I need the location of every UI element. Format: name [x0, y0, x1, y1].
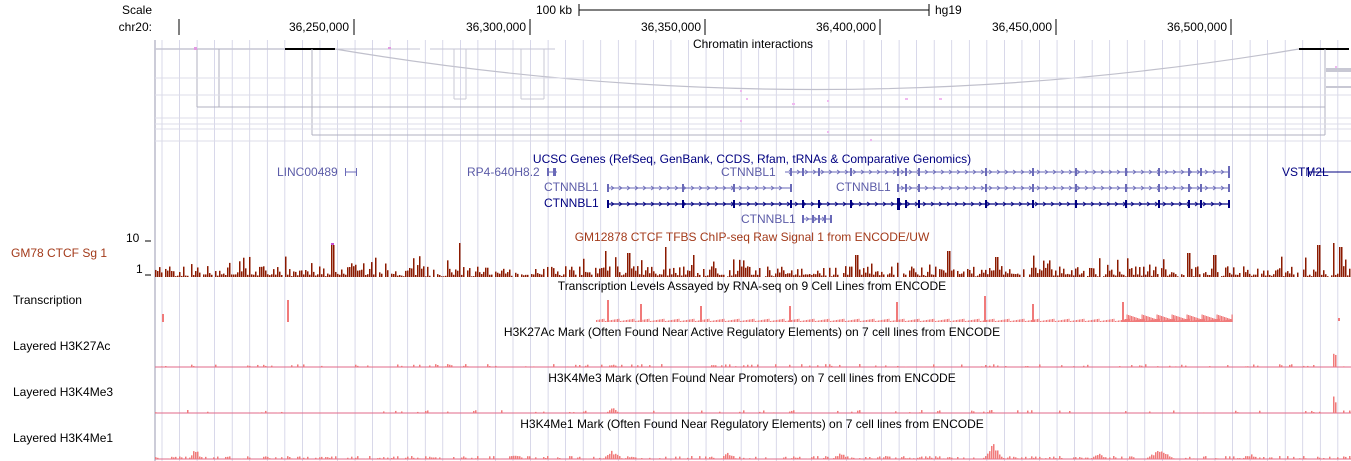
ctcf-ymin-label: 1 [136, 262, 143, 276]
gene-label[interactable]: LINC00489 [277, 165, 338, 179]
gene-label[interactable]: CTNNBL1 [836, 180, 891, 194]
h3k27ac-side-label[interactable]: Layered H3K27Ac [13, 339, 111, 353]
assembly-label: hg19 [935, 3, 962, 17]
h3k4me1-track-title[interactable]: H3K4Me1 Mark (Often Found Near Regulator… [520, 417, 984, 431]
ruler-position-label: 36,300,000 [465, 20, 526, 34]
interactions-track-title[interactable]: Chromatin interactions [692, 37, 814, 51]
h3k4me3-track-title[interactable]: H3K4Me3 Mark (Often Found Near Promoters… [548, 371, 956, 385]
h3k4me1-side-label[interactable]: Layered H3K4Me1 [13, 431, 114, 445]
ruler-position-label: 36,500,000 [1166, 20, 1227, 34]
h3k27ac-track-title[interactable]: H3K27Ac Mark (Often Found Near Active Re… [503, 325, 1001, 339]
ctcf-ymax-label: 10 [126, 231, 140, 245]
gene-label[interactable]: CTNNBL1 [721, 165, 776, 179]
scale-bar-text: 100 kb [536, 3, 573, 17]
scale-label: Scale [121, 3, 152, 17]
chrom-label: chr20: [118, 20, 152, 34]
gene-label[interactable]: VSTM2L [1282, 165, 1329, 179]
gene-label[interactable]: CTNNBL1 [741, 212, 796, 226]
ruler-position-label: 36,400,000 [815, 20, 876, 34]
ctcf-side-label[interactable]: GM78 CTCF Sg 1 [11, 246, 108, 260]
gene-label[interactable]: RP4-640H8.2 [467, 165, 540, 179]
gene-label[interactable]: CTNNBL1 [544, 180, 599, 194]
genes-track-title[interactable]: UCSC Genes (RefSeq, GenBank, CCDS, Rfam,… [532, 152, 972, 166]
ruler-position-label: 36,250,000 [288, 20, 349, 34]
ruler-position-label: 36,450,000 [991, 20, 1052, 34]
ruler-position-label: 36,350,000 [640, 20, 701, 34]
transcription-side-label[interactable]: Transcription [13, 293, 82, 307]
h3k4me3-side-label[interactable]: Layered H3K4Me3 [13, 385, 114, 399]
ctcf-track-title[interactable]: GM12878 CTCF TFBS ChIP-seq Raw Signal 1 … [574, 230, 930, 244]
gene-label[interactable]: CTNNBL1 [544, 196, 599, 210]
transcription-track-title[interactable]: Transcription Levels Assayed by RNA-seq … [557, 279, 947, 293]
